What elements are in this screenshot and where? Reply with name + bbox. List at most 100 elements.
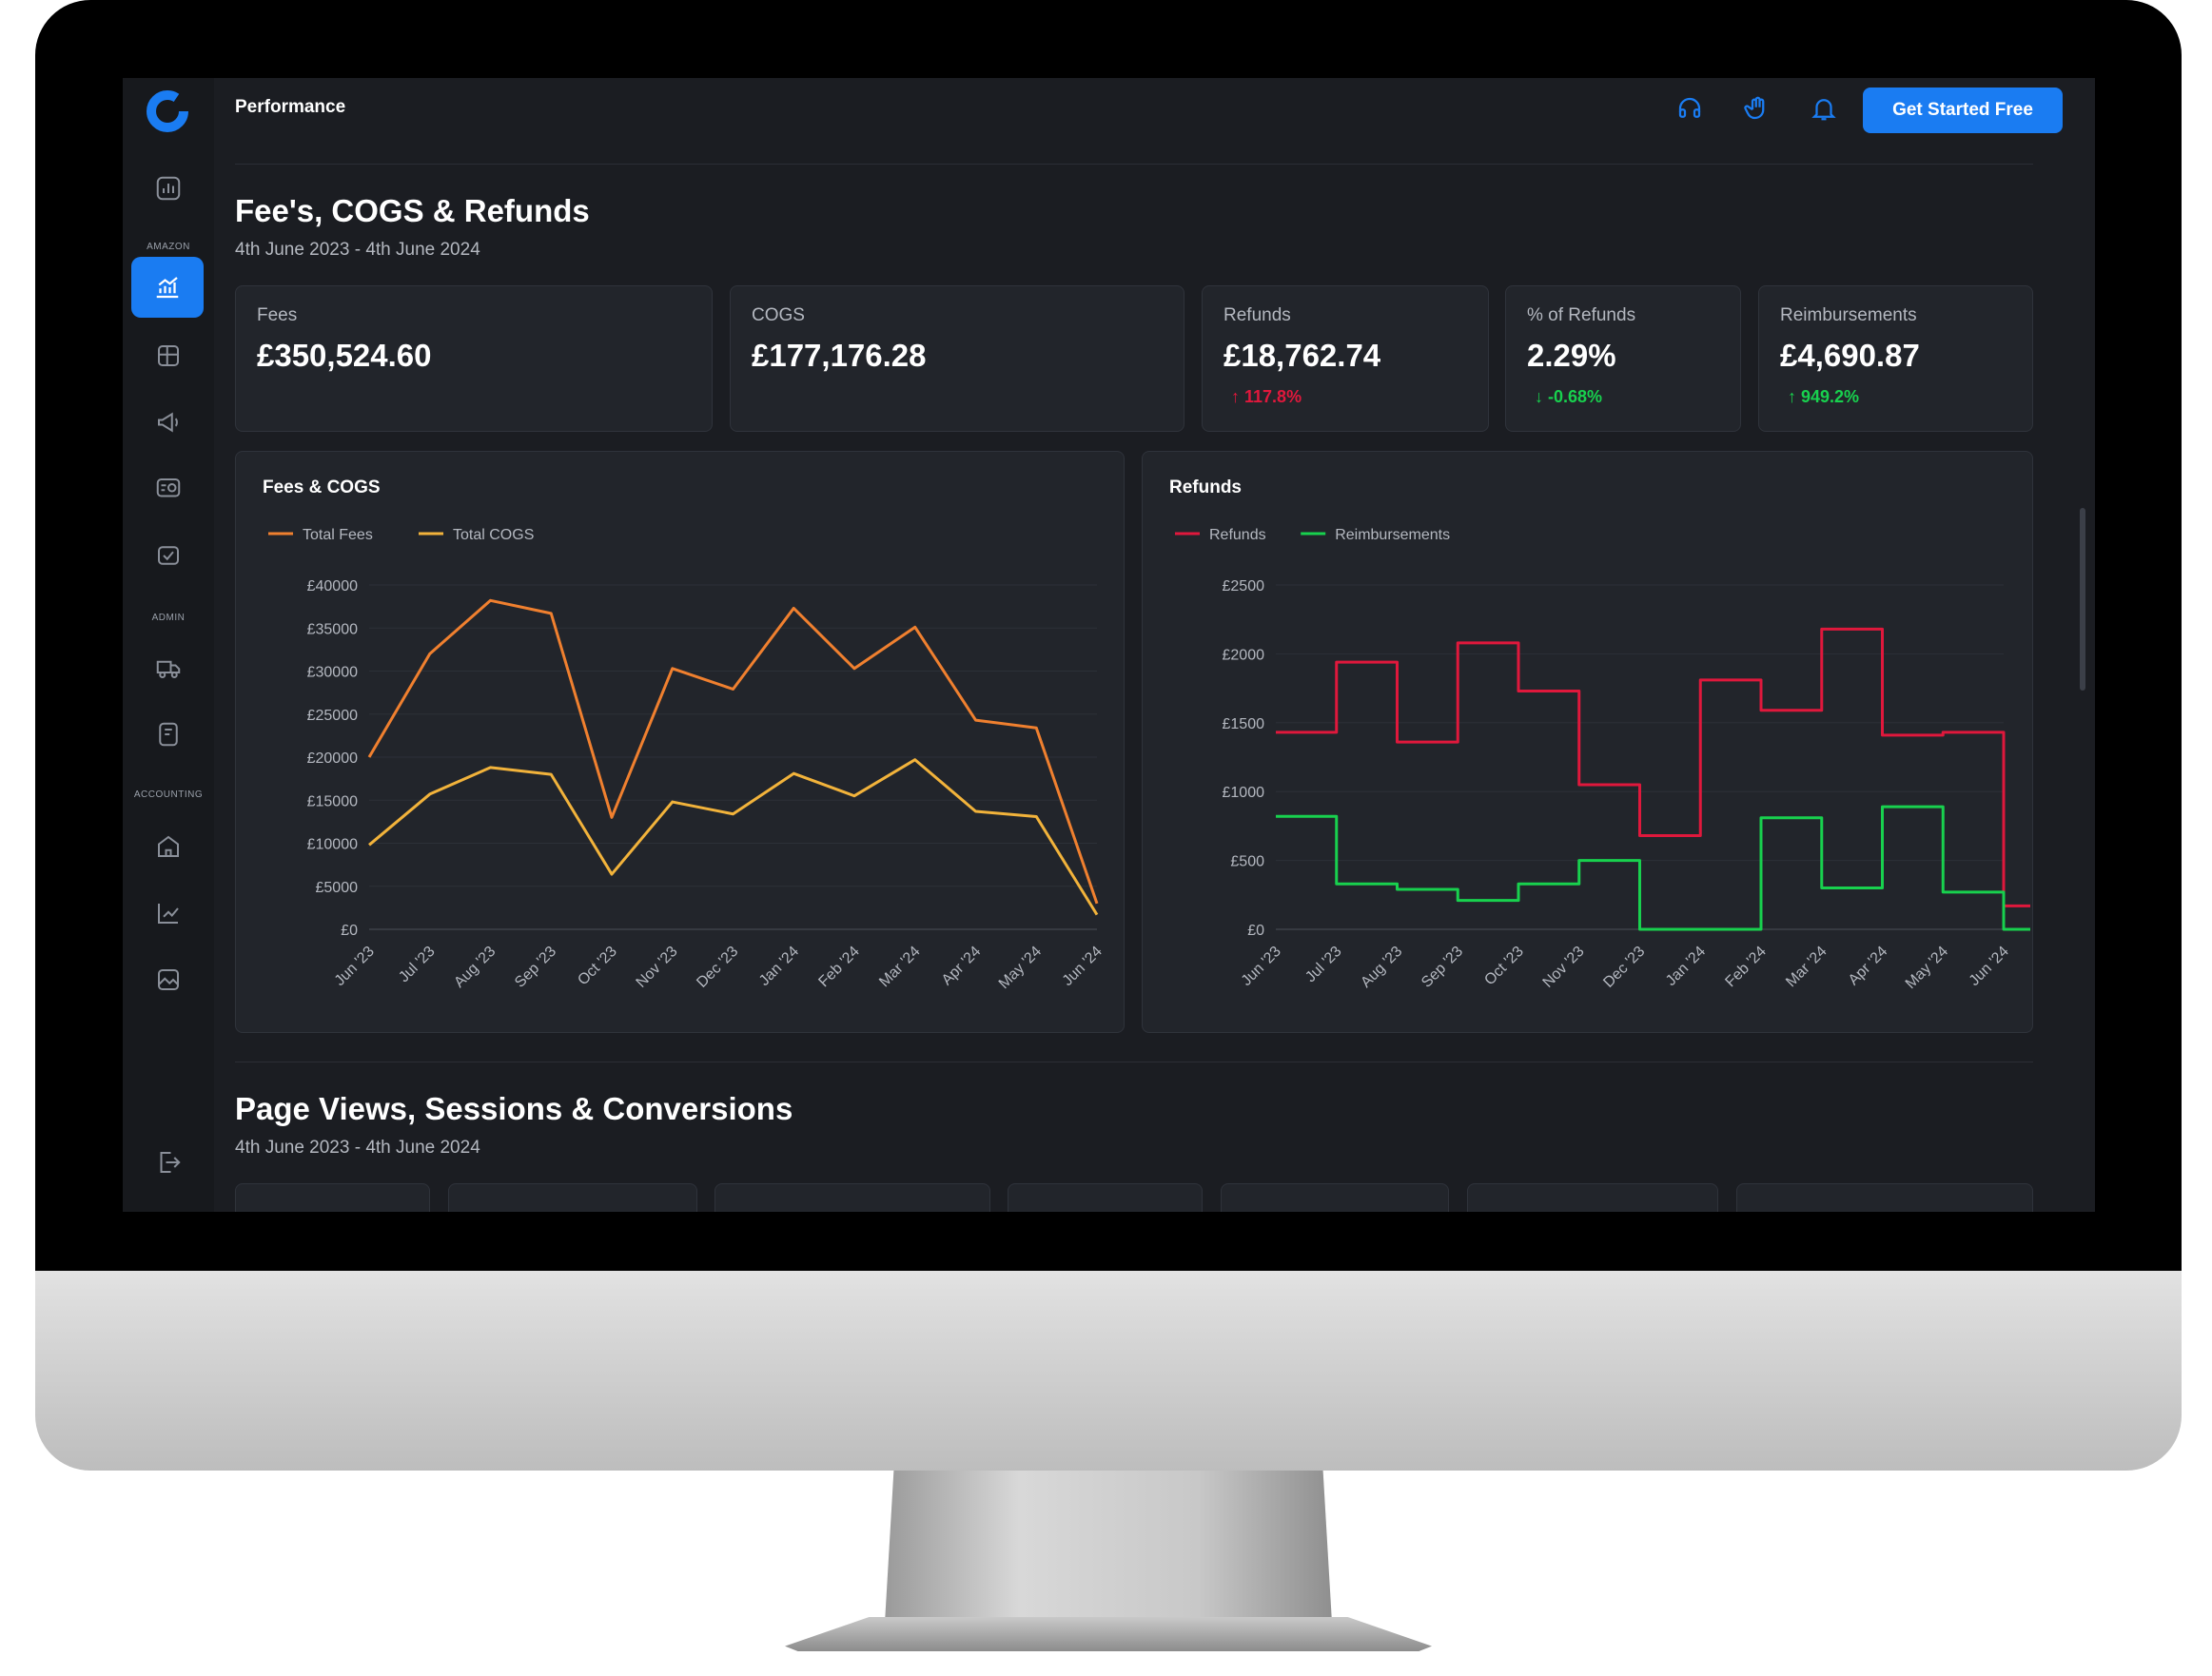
- chart-title: Refunds: [1169, 477, 1242, 497]
- y-tick-label: £5000: [316, 880, 359, 896]
- x-tick-label: Sep '23: [1419, 944, 1466, 991]
- sidebar: AMAZON ADMIN ACCOUNTING: [123, 78, 214, 1212]
- y-tick-label: £10000: [307, 837, 358, 853]
- monitor-stand: [885, 1471, 1332, 1623]
- x-tick-label: Jun '23: [332, 944, 378, 989]
- chart-panel-refunds: Refunds Refunds Reimbursements £0 £500 £1000 £…: [1142, 451, 2033, 1033]
- x-tick-label: Jun '24: [1967, 944, 2012, 989]
- fees-cogs-chart: Fees & COGS Total Fees Total COGS £0 £5000 £1…: [263, 477, 1106, 992]
- stat-card-fees: Fees £350,524.60: [235, 285, 713, 432]
- monitor-foot: [785, 1617, 1432, 1651]
- sidebar-section-amazon: AMAZON: [147, 242, 190, 252]
- x-tick-label: Aug '23: [451, 944, 499, 991]
- x-tick-label: Dec '23: [1600, 944, 1648, 991]
- y-tick-label: £40000: [307, 578, 358, 594]
- stat-card-stub: [1467, 1183, 1718, 1212]
- series-line-total-cogs: [368, 758, 1099, 916]
- y-tick-label: £2000: [1223, 647, 1265, 663]
- stat-change: ↑ 117.8%: [1231, 387, 1302, 407]
- bell-icon[interactable]: [1807, 91, 1841, 126]
- bank-icon[interactable]: [140, 822, 197, 871]
- stat-card-stub: [714, 1183, 990, 1212]
- reports-icon[interactable]: [140, 710, 197, 759]
- x-tick-label: Feb '24: [815, 944, 862, 990]
- stat-card-stub: [235, 1183, 430, 1212]
- stat-change-value: 117.8%: [1244, 387, 1302, 406]
- orders-icon[interactable]: [140, 531, 197, 580]
- section-title: Fee's, COGS & Refunds: [235, 193, 590, 228]
- y-tick-label: £1500: [1223, 716, 1265, 732]
- x-tick-label: Aug '23: [1358, 944, 1405, 991]
- arrow-up-icon: ↑: [1231, 387, 1245, 406]
- x-tick-label: Jan '24: [756, 944, 802, 989]
- legend-label: Refunds: [1209, 527, 1266, 543]
- stat-change-value: 949.2%: [1801, 387, 1860, 406]
- get-started-button[interactable]: Get Started Free: [1863, 88, 2063, 133]
- page-title: Performance: [235, 97, 346, 117]
- stat-change-value: -0.68%: [1548, 387, 1603, 406]
- series-line-refunds: [1276, 627, 2030, 907]
- stat-card-percent-refunds: % of Refunds 2.29% ↓ -0.68%: [1505, 285, 1741, 432]
- dashboard-icon[interactable]: [140, 164, 197, 213]
- x-tick-label: Mar '24: [1783, 944, 1830, 990]
- x-tick-label: Feb '24: [1722, 944, 1769, 990]
- y-tick-label: £15000: [307, 793, 358, 809]
- headset-icon[interactable]: [1673, 91, 1707, 126]
- stat-card-refunds: Refunds £18,762.74 ↑ 117.8%: [1202, 285, 1489, 432]
- section-date-range: 4th June 2023 - 4th June 2024: [235, 1138, 480, 1158]
- stat-value: £18,762.74: [1223, 338, 1381, 373]
- gallery-icon[interactable]: [140, 955, 197, 1004]
- stat-label: Fees: [257, 305, 298, 325]
- stat-label: Reimbursements: [1780, 305, 1917, 325]
- chart-panel-fees-cogs: Fees & COGS Total Fees Total COGS £0 £5000 £1…: [235, 451, 1125, 1033]
- x-tick-label: Jun '24: [1060, 944, 1106, 989]
- section-date-range: 4th June 2023 - 4th June 2024: [235, 240, 480, 260]
- logo-icon[interactable]: [146, 89, 189, 133]
- arrow-down-icon: ↓: [1535, 387, 1549, 406]
- divider: [235, 164, 2033, 165]
- inventory-icon[interactable]: [140, 331, 197, 380]
- product-icon[interactable]: [140, 464, 197, 514]
- legend-label: Total COGS: [453, 527, 534, 543]
- stat-value: £350,524.60: [257, 338, 432, 373]
- refunds-chart: Refunds Refunds Reimbursements £0 £500 £1000 £…: [1169, 477, 2030, 992]
- hand-wave-icon[interactable]: [1740, 91, 1774, 126]
- stat-value: £4,690.87: [1780, 338, 1920, 373]
- scrollbar[interactable]: [2080, 508, 2085, 691]
- x-tick-label: May '24: [1903, 944, 1951, 992]
- x-tick-label: Sep '23: [512, 944, 559, 991]
- section-title: Page Views, Sessions & Conversions: [235, 1091, 793, 1126]
- stat-value: £177,176.28: [752, 338, 927, 373]
- series-line-reimbursements: [1276, 805, 2030, 931]
- megaphone-icon[interactable]: [140, 398, 197, 447]
- y-tick-label: £1000: [1223, 785, 1265, 801]
- x-tick-label: Nov '23: [634, 944, 681, 991]
- x-tick-label: Oct '23: [575, 944, 620, 989]
- stat-label: COGS: [752, 305, 805, 325]
- x-tick-label: Jul '23: [1302, 944, 1344, 985]
- x-tick-label: Dec '23: [694, 944, 741, 991]
- stat-card-stub: [1736, 1183, 2033, 1212]
- y-tick-label: £500: [1230, 854, 1264, 870]
- monitor-chin: [35, 1271, 2182, 1471]
- chart-title: Fees & COGS: [263, 477, 381, 497]
- y-tick-label: £25000: [307, 708, 358, 724]
- y-tick-label: £2500: [1223, 578, 1265, 594]
- stat-card-cogs: COGS £177,176.28: [730, 285, 1184, 432]
- logistics-icon[interactable]: [140, 643, 197, 692]
- stat-change: ↓ -0.68%: [1535, 387, 1602, 407]
- logout-icon[interactable]: [140, 1138, 197, 1187]
- stat-value: 2.29%: [1527, 338, 1616, 373]
- y-tick-label: £20000: [307, 750, 358, 767]
- x-tick-label: Jul '23: [396, 944, 438, 985]
- stat-change: ↑ 949.2%: [1788, 387, 1859, 407]
- stat-card-stub: [448, 1183, 697, 1212]
- arrow-up-icon: ↑: [1788, 387, 1802, 406]
- legend-label: Total Fees: [303, 527, 373, 543]
- y-tick-label: £30000: [307, 665, 358, 681]
- series-line-total-fees: [367, 598, 1099, 905]
- chart-icon[interactable]: [140, 888, 197, 938]
- x-tick-label: Jan '24: [1663, 944, 1709, 989]
- stat-card-reimbursements: Reimbursements £4,690.87 ↑ 949.2%: [1758, 285, 2033, 432]
- analytics-icon[interactable]: [131, 257, 204, 318]
